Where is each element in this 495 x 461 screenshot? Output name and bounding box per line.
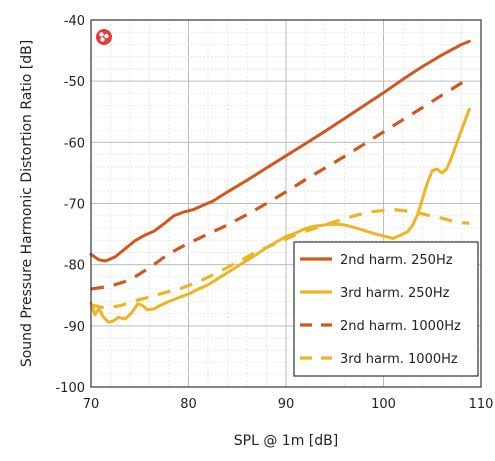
y-tick-label: -80 (64, 259, 85, 274)
x-tick-label: 100 (371, 397, 396, 412)
red-circle-dots-icon (96, 29, 112, 45)
y-tick-label: -90 (64, 320, 85, 335)
legend-label: 2nd harm. 1000Hz (340, 319, 461, 334)
tick-labels: 70 80 90 100 110 -40 -50 -60 -70 -80 -90 -100 (55, 14, 493, 412)
x-axis-label: SPL @ 1m [dB] (234, 433, 338, 449)
x-tick-label: 110 (469, 397, 494, 412)
series-line-4 (90, 208, 470, 310)
legend-box (293, 241, 479, 377)
series-line-1 (89, 39, 471, 263)
legend-label: 3rd harm. 1000Hz (340, 352, 458, 367)
legend: 2nd harm. 250Hz 3rd harm. 250Hz 2nd harm. … (293, 241, 479, 377)
x-tick-label: 90 (278, 397, 295, 412)
series-group (89, 39, 471, 324)
y-tick-label: -70 (64, 198, 85, 213)
series-line-2 (89, 107, 471, 324)
plot-frame (90, 19, 482, 388)
y-tick-label: -40 (64, 14, 85, 29)
legend-label: 2nd harm. 250Hz (340, 253, 453, 268)
x-tick-label: 80 (180, 397, 197, 412)
y-tick-label: -50 (64, 75, 85, 90)
y-axis-label: Sound Pressure Harmonic Distortion Ratio… (19, 40, 35, 367)
y-tick-label: -60 (64, 136, 85, 151)
legend-label: 3rd harm. 250Hz (340, 286, 450, 301)
y-tick-label: -100 (55, 381, 85, 396)
x-tick-label: 70 (83, 397, 100, 412)
series-line-3 (90, 76, 471, 291)
